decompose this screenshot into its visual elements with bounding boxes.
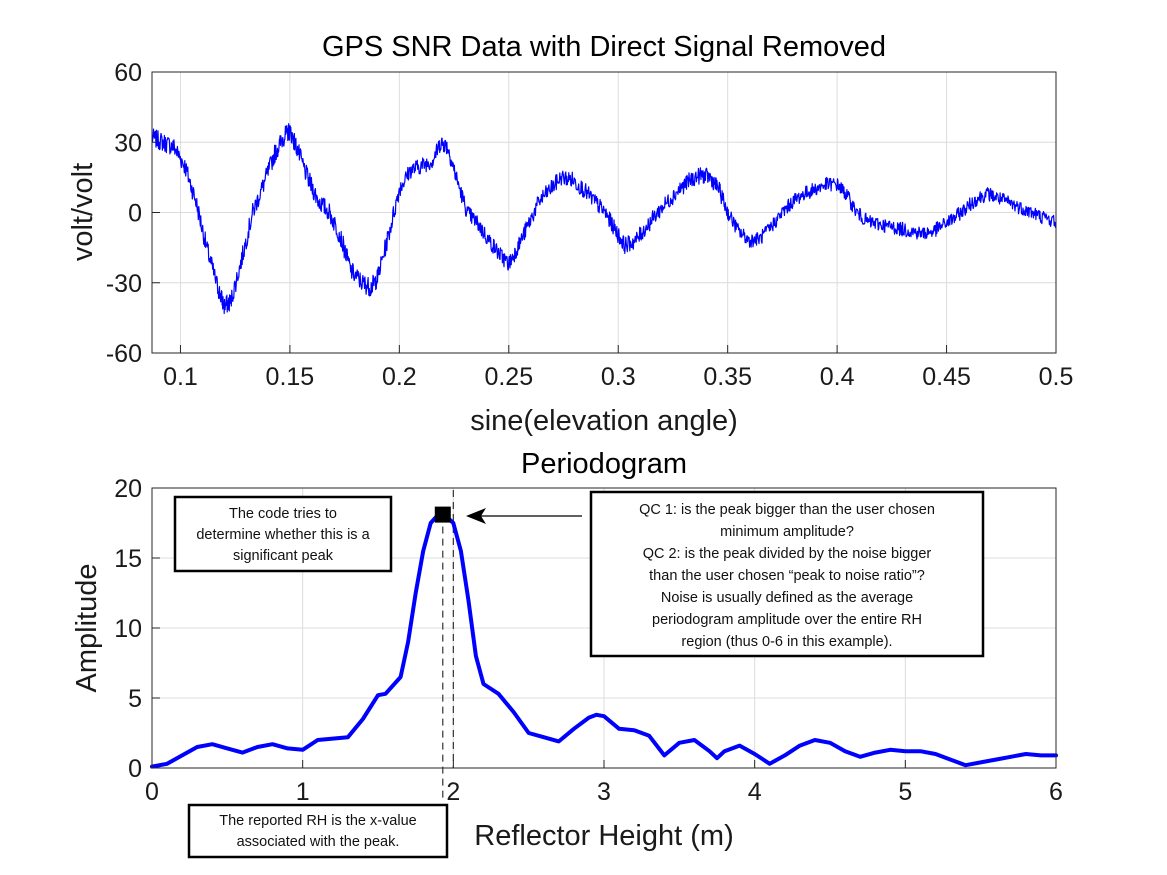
snr-y-tick-label: 30 [114, 129, 142, 157]
periodogram-y-tick-label: 20 [114, 475, 142, 503]
peak-marker-square [434, 506, 451, 523]
snr-chart: 60 30 0 -30 -60 0.1 0.15 0.2 0.25 0.3 0.35 0.4 0.45… [67, 31, 1073, 437]
snr-chart-title: GPS SNR Data with Direct Signal Removed [322, 31, 886, 63]
periodogram-y-tick-label: 0 [128, 755, 142, 783]
right-annotation-line-1: QC 1: is the peak bigger than the user c… [639, 502, 935, 518]
annotation-arrow-head [466, 508, 486, 524]
periodogram-chart: 20 15 10 5 0 0 1 2 3 4 5 6 Periodogram Reflector H… [71, 448, 1063, 859]
right-annotation-line-4: than the user chosen “peak to noise rati… [649, 568, 925, 584]
snr-x-tick-label: 0.1 [163, 363, 198, 391]
snr-x-ticks: 0.1 0.15 0.2 0.25 0.3 0.35 0.4 0.45 0.5 [163, 345, 1073, 391]
snr-y-tick-label: -60 [106, 340, 142, 368]
snr-x-tick-label: 0.2 [382, 363, 417, 391]
periodogram-title: Periodogram [521, 448, 687, 480]
right-annotation-line-2: minimum amplitude? [720, 524, 854, 540]
snr-series-line [151, 123, 1057, 315]
periodogram-x-tick-label: 0 [145, 778, 159, 806]
right-annotation-line-6: periodogram amplitude over the entire RH [652, 612, 922, 628]
periodogram-y-axis-label: Amplitude [71, 564, 103, 693]
periodogram-x-tick-label: 2 [446, 778, 460, 806]
snr-y-tick-label: 60 [114, 59, 142, 87]
left-annotation-line-2: determine whether this is a [196, 527, 370, 543]
periodogram-axes-frame [151, 487, 1057, 769]
left-annotation-line-1: The code tries to [229, 506, 337, 522]
right-annotation-box: QC 1: is the peak bigger than the user c… [589, 490, 985, 658]
periodogram-y-tick-label: 5 [128, 685, 142, 713]
periodogram-x-tick-label: 5 [898, 778, 912, 806]
snr-y-ticks: 60 30 0 -30 -60 [106, 59, 160, 368]
bottom-annotation-line-1: The reported RH is the x-value [219, 813, 416, 829]
periodogram-y-tick-label: 15 [114, 545, 142, 573]
right-annotation-line-5: Noise is usually defined as the average [661, 590, 913, 606]
periodogram-y-ticks: 20 15 10 5 0 [114, 475, 160, 783]
left-annotation-box: The code tries to determine whether this… [173, 495, 393, 573]
snr-x-tick-label: 0.5 [1039, 363, 1074, 391]
periodogram-x-tick-label: 3 [597, 778, 611, 806]
periodogram-series-line [150, 512, 1058, 769]
snr-y-axis-label: volt/volt [67, 163, 99, 261]
snr-x-tick-label: 0.15 [266, 363, 315, 391]
snr-x-tick-label: 0.35 [703, 363, 752, 391]
left-annotation-line-3: significant peak [233, 548, 334, 564]
snr-y-tick-label: 0 [128, 200, 142, 228]
bottom-annotation-box: The reported RH is the x-value associate… [187, 803, 449, 859]
snr-x-tick-label: 0.4 [820, 363, 855, 391]
periodogram-x-tick-label: 6 [1049, 778, 1063, 806]
periodogram-x-tick-label: 1 [296, 778, 310, 806]
snr-grid [152, 71, 1057, 354]
periodogram-y-tick-label: 10 [114, 615, 142, 643]
snr-y-tick-label: -30 [106, 270, 142, 298]
periodogram-x-axis-label: Reflector Height (m) [474, 820, 733, 852]
periodogram-x-tick-label: 4 [748, 778, 762, 806]
snr-x-axis-label: sine(elevation angle) [470, 405, 738, 437]
snr-axes-frame [151, 71, 1057, 354]
snr-x-tick-label: 0.25 [484, 363, 533, 391]
right-annotation-line-3: QC 2: is the peak divided by the noise b… [643, 546, 932, 562]
right-annotation-line-7: region (thus 0-6 in this example). [681, 634, 892, 650]
snr-x-tick-label: 0.45 [922, 363, 971, 391]
periodogram-x-ticks: 0 1 2 3 4 5 6 [145, 760, 1063, 806]
bottom-annotation-line-2: associated with the peak. [237, 834, 400, 850]
snr-x-tick-label: 0.3 [601, 363, 636, 391]
